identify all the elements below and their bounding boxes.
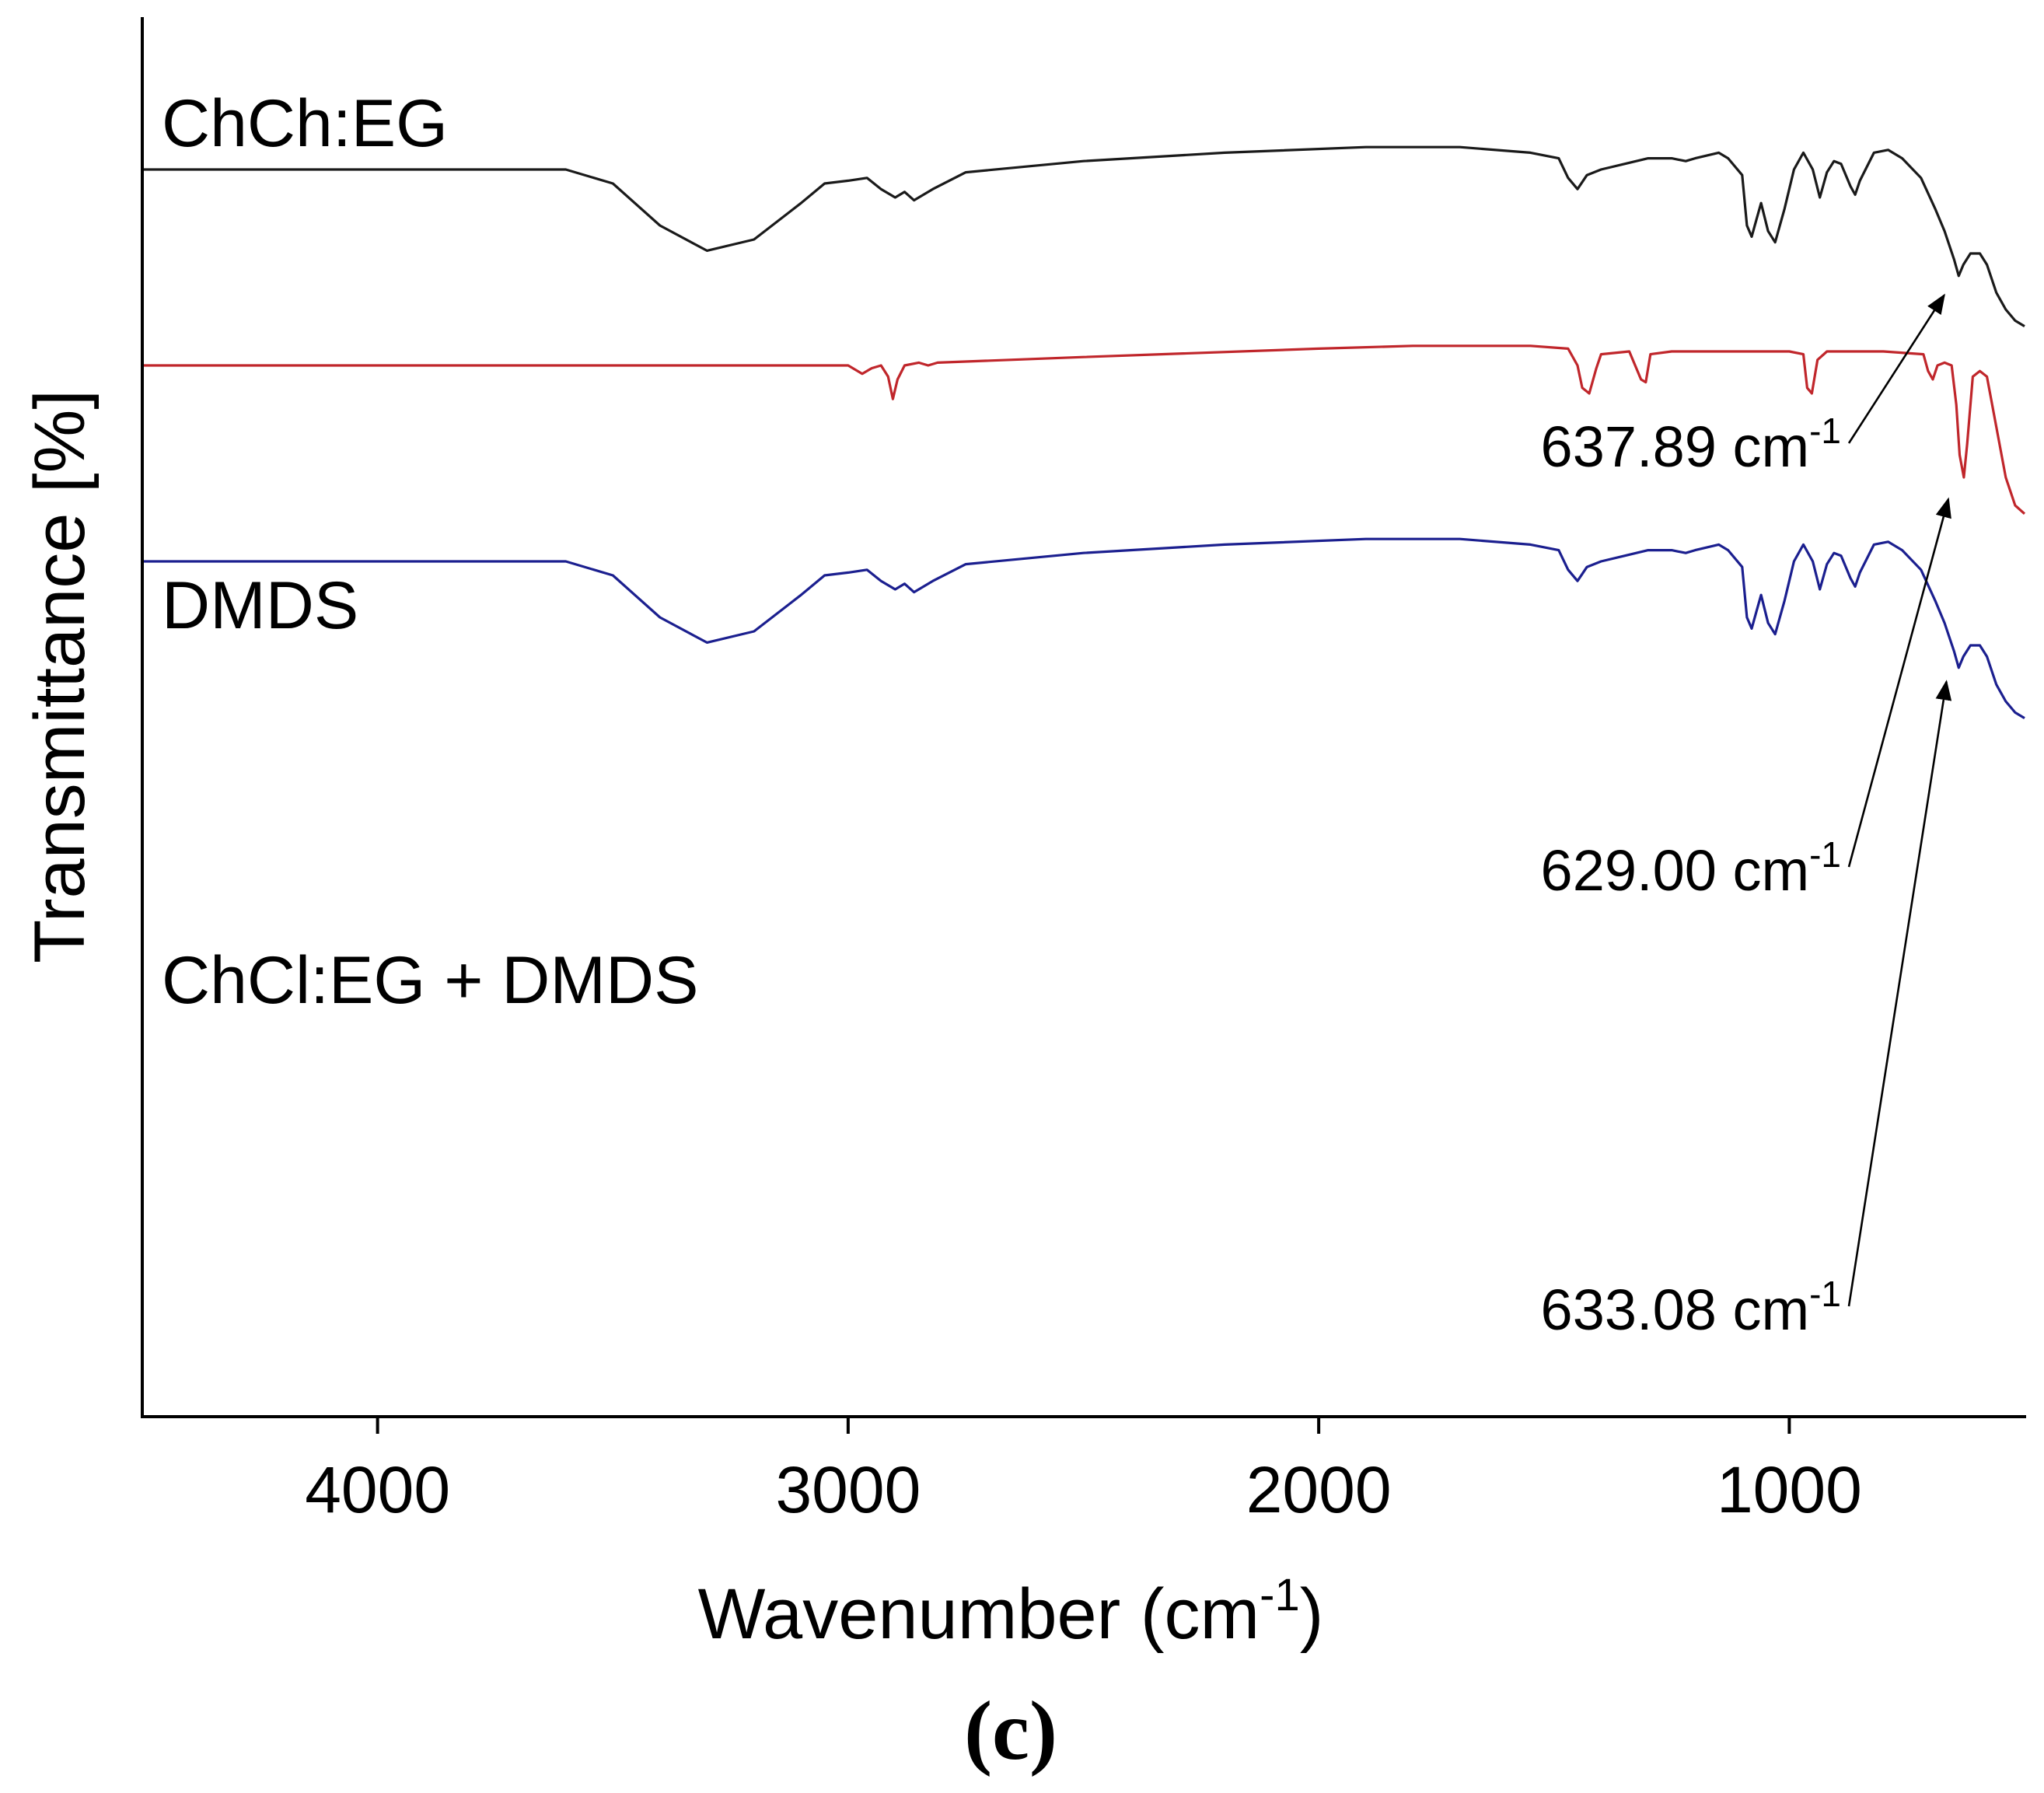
peak-arrow-1: [1847, 497, 1951, 868]
series-line-1: [142, 344, 2026, 515]
peak-arrow-2: [1847, 680, 1952, 1307]
series-label-chcl-eg-dmds: ChCl:EG + DMDS: [162, 943, 699, 1018]
peak-annotation-2: 633.08 cm-1: [1541, 1274, 1841, 1342]
peak-annotation-1: 629.00 cm-1: [1541, 834, 1841, 903]
panel-label: (c): [964, 1685, 1057, 1777]
y-axis-label: Transmittance [%]: [20, 390, 100, 963]
series-line-0: [142, 145, 2025, 327]
series-label-dmds: DMDS: [162, 568, 358, 643]
series-line-2: [142, 537, 2025, 719]
peak-annotation-0: 637.89 cm-1: [1541, 411, 1841, 479]
x-axis-label-superscript: -1: [1260, 1570, 1300, 1620]
peak-arrow-0: [1847, 293, 1945, 444]
x-tick-label-3000: 3000: [775, 1453, 921, 1526]
annotation-layer: 637.89 cm-1 629.00 cm-1 633.08 cm-1: [1541, 293, 1952, 1342]
x-axis-label: Wavenumber (cm-1): [698, 1570, 1324, 1654]
series-layer: [142, 145, 2026, 719]
x-ticks: 4000 3000 2000 1000: [305, 1417, 1862, 1526]
x-tick-label-2000: 2000: [1246, 1453, 1392, 1526]
series-label-chch-eg: ChCh:EG: [162, 86, 448, 161]
x-tick-label-4000: 4000: [305, 1453, 450, 1526]
x-tick-label-1000: 1000: [1717, 1453, 1862, 1526]
